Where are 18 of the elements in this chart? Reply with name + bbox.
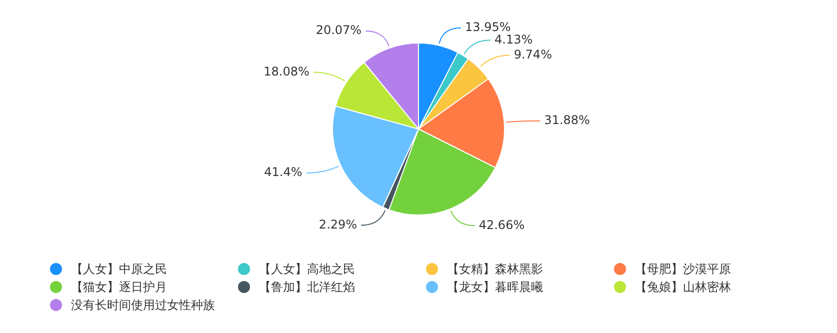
- data-label: 2.29%: [318, 217, 358, 232]
- legend-label: 【鲁加】北洋红焰: [259, 278, 355, 296]
- data-label: 18.08%: [264, 64, 310, 78]
- legend-label: 【人女】中原之民: [71, 260, 167, 278]
- legend-label: 【龙女】暮晖晨曦: [447, 278, 543, 296]
- data-label: 31.88%: [544, 113, 590, 128]
- legend-label: 【母肥】沙漠平原: [635, 260, 731, 278]
- data-label: 4.13%: [494, 32, 533, 46]
- data-label: 9.74%: [514, 47, 552, 62]
- data-label: 42.66%: [478, 218, 525, 232]
- legend-label: 【女精】森林黑影: [447, 260, 543, 278]
- data-label: 20.07%: [316, 23, 362, 38]
- data-label: 13.95%: [465, 20, 511, 34]
- data-label: 41.4%: [264, 165, 302, 180]
- legend-label: 【猫女】逐日护月: [71, 278, 167, 296]
- legend-label: 【人女】高地之民: [259, 260, 355, 278]
- legend-label: 【兔娘】山林密林: [635, 278, 731, 296]
- legend-label: 没有长时间使用过女性种族: [71, 296, 215, 314]
